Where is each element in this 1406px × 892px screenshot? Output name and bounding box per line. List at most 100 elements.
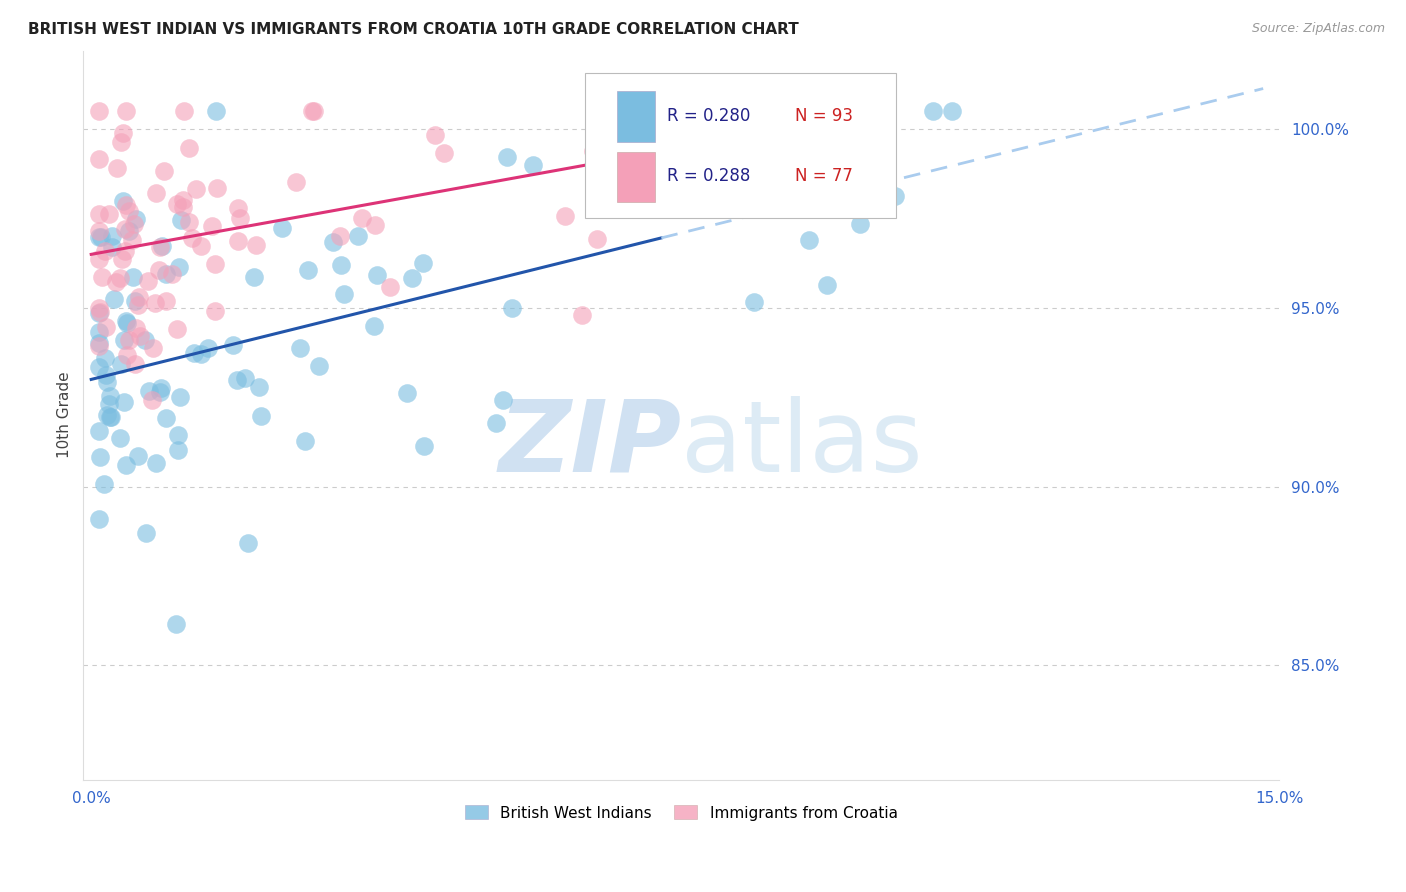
Point: [330, 258, 353, 272]
Point: [395, 385, 418, 400]
Point: [184, 182, 207, 196]
Point: [238, 535, 260, 549]
Point: [243, 269, 266, 284]
Point: [582, 144, 605, 158]
Point: [89, 424, 111, 438]
Point: [366, 268, 388, 282]
Point: [96, 320, 118, 334]
Point: [114, 244, 136, 258]
Point: [803, 108, 825, 122]
Text: Source: ZipAtlas.com: Source: ZipAtlas.com: [1251, 22, 1385, 36]
Point: [378, 280, 401, 294]
Point: [122, 269, 145, 284]
Point: [496, 150, 519, 164]
Point: [173, 104, 195, 119]
Point: [425, 128, 447, 142]
Point: [110, 357, 132, 371]
Point: [364, 218, 387, 232]
Point: [350, 211, 373, 226]
Point: [138, 384, 160, 398]
Point: [554, 209, 576, 223]
Point: [204, 257, 226, 271]
Point: [167, 260, 190, 275]
Point: [114, 222, 136, 236]
Point: [294, 434, 316, 449]
Point: [190, 347, 212, 361]
Point: [485, 416, 508, 430]
Point: [152, 164, 174, 178]
Point: [145, 186, 167, 200]
Point: [205, 104, 228, 119]
Point: [103, 293, 125, 307]
Point: [363, 318, 385, 333]
Point: [118, 333, 141, 347]
Point: [884, 189, 907, 203]
Point: [98, 207, 121, 221]
Point: [322, 235, 344, 249]
Point: [678, 158, 700, 172]
FancyBboxPatch shape: [585, 72, 897, 219]
Point: [401, 271, 423, 285]
Point: [183, 346, 205, 360]
Point: [815, 104, 838, 119]
Point: [101, 228, 124, 243]
Point: [150, 239, 173, 253]
Point: [111, 194, 134, 208]
Point: [522, 158, 544, 172]
Point: [129, 329, 152, 343]
Point: [89, 230, 111, 244]
Point: [110, 135, 132, 149]
Point: [181, 230, 204, 244]
Point: [89, 512, 111, 526]
Point: [744, 294, 766, 309]
Point: [138, 274, 160, 288]
Point: [117, 224, 139, 238]
Text: ZIP: ZIP: [498, 396, 681, 492]
Point: [226, 234, 249, 248]
Point: [222, 338, 245, 352]
Point: [89, 153, 111, 167]
Point: [125, 211, 148, 226]
Point: [922, 104, 945, 119]
Point: [89, 339, 111, 353]
Point: [100, 409, 122, 424]
Point: [201, 219, 224, 233]
Point: [172, 193, 194, 207]
Point: [197, 342, 219, 356]
Point: [166, 616, 188, 631]
Point: [105, 275, 128, 289]
Point: [124, 357, 146, 371]
Point: [89, 224, 111, 238]
Point: [110, 252, 132, 266]
Point: [124, 294, 146, 309]
Point: [179, 214, 201, 228]
Point: [117, 204, 139, 219]
Point: [110, 270, 132, 285]
Point: [89, 360, 111, 375]
Point: [302, 104, 325, 119]
Point: [413, 439, 436, 453]
Point: [101, 240, 124, 254]
Point: [149, 240, 172, 254]
Point: [89, 335, 111, 350]
Point: [122, 217, 145, 231]
Point: [501, 301, 523, 315]
Point: [841, 166, 863, 180]
Point: [89, 207, 111, 221]
Point: [166, 428, 188, 442]
Point: [115, 316, 138, 330]
Point: [149, 381, 172, 395]
Point: [155, 267, 177, 281]
Point: [145, 456, 167, 470]
Point: [692, 104, 714, 119]
Point: [492, 392, 515, 407]
Point: [89, 252, 111, 266]
Point: [90, 229, 112, 244]
Point: [115, 198, 138, 212]
Point: [135, 526, 157, 541]
Point: [98, 397, 121, 411]
Text: N = 77: N = 77: [794, 168, 852, 186]
Point: [433, 146, 456, 161]
Point: [941, 104, 963, 119]
Point: [799, 233, 821, 247]
